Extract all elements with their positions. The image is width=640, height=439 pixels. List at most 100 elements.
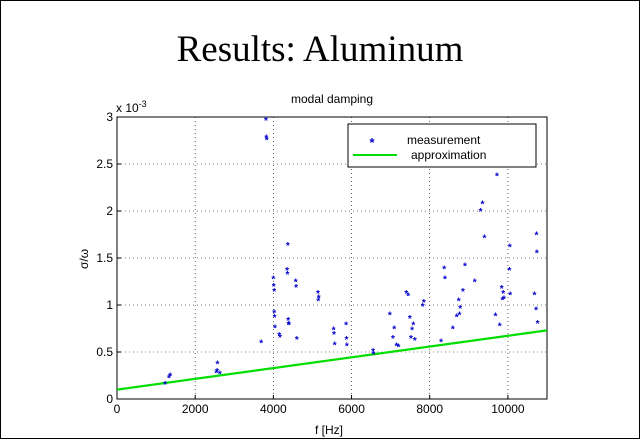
measurement-point: * <box>287 320 291 331</box>
measurement-point: * <box>409 334 413 345</box>
y-axis-label: σ/ω <box>77 249 91 269</box>
y-tick-label: 1.5 <box>96 251 113 265</box>
x-tick-label: 10000 <box>491 402 525 416</box>
measurement-point: * <box>498 322 502 333</box>
measurement-point: * <box>344 321 348 332</box>
measurement-point: * <box>345 341 349 352</box>
measurement-point: * <box>508 291 512 302</box>
measurement-point: * <box>163 380 167 391</box>
measurement-point: * <box>332 325 336 336</box>
measurement-point: * <box>534 231 538 242</box>
measurement-point: * <box>167 373 171 384</box>
measurement-point: * <box>411 321 415 332</box>
measurement-point: * <box>214 369 218 380</box>
x-tick-label: 2000 <box>182 402 209 416</box>
x-tick-label: 6000 <box>338 402 365 416</box>
measurement-point: * <box>272 287 276 298</box>
measurement-point: * <box>508 243 512 254</box>
measurement-point: * <box>533 291 537 302</box>
legend-measurement-marker: * <box>369 135 375 150</box>
measurement-point: * <box>508 266 512 277</box>
grid <box>117 117 547 399</box>
y-tick-label: 0.5 <box>96 345 113 359</box>
measurement-point: * <box>481 199 485 210</box>
measurement-point: * <box>457 310 461 321</box>
measurement-point: * <box>294 278 298 289</box>
measurement-point: * <box>285 266 289 277</box>
measurement-point: * <box>397 342 401 353</box>
measurement-point: * <box>264 116 268 127</box>
approximation-line <box>116 329 548 391</box>
measurement-point: * <box>265 136 269 147</box>
y-tick-label: 0 <box>106 392 113 406</box>
measurement-point: * <box>264 134 268 145</box>
legend-measurement-label: measurement <box>407 133 481 147</box>
measurement-point: * <box>422 298 426 309</box>
slide-title: Results: Aluminum <box>176 29 464 70</box>
measurement-point: * <box>500 295 504 306</box>
x-axis: 0 2000 4000 6000 8000 10000 <box>114 395 525 416</box>
measurement-point: * <box>501 289 505 300</box>
x-axis-label: f [Hz] <box>315 423 343 437</box>
measurement-point: * <box>536 319 540 330</box>
measurement-point: * <box>534 306 538 317</box>
measurement-point: * <box>493 311 497 322</box>
measurement-point: * <box>413 336 417 347</box>
measurement-point: * <box>388 310 392 321</box>
measurement-point: * <box>473 278 477 289</box>
measurement-point: * <box>502 294 506 305</box>
measurement-point: * <box>316 289 320 300</box>
measurement-point: * <box>287 321 291 332</box>
measurement-point: * <box>406 292 410 303</box>
measurement-point: * <box>461 287 465 298</box>
y-exponent-power: -3 <box>139 99 147 109</box>
measurement-point: * <box>392 325 396 336</box>
measurement-point: * <box>500 284 504 295</box>
measurement-point: * <box>295 335 299 346</box>
legend: * measurement approximation <box>347 123 537 168</box>
x-tick-label: 0 <box>114 402 121 416</box>
measurement-point: * <box>457 296 461 307</box>
measurement-point: * <box>294 283 298 294</box>
measurement-point: * <box>483 233 487 244</box>
measurement-point: * <box>479 207 483 218</box>
measurement-point: * <box>395 341 399 352</box>
measurement-point: * <box>391 334 395 345</box>
measurement-point: * <box>535 248 539 259</box>
y-tick-label: 3 <box>106 110 113 124</box>
measurement-point: * <box>421 302 425 313</box>
measurement-point: * <box>451 325 455 336</box>
measurement-point: * <box>458 304 462 315</box>
legend-approximation-label: approximation <box>411 148 486 162</box>
x-tick-label: 4000 <box>260 402 287 416</box>
measurement-series: *** *************************************… <box>163 116 540 391</box>
measurement-point: * <box>259 339 263 350</box>
x-tick-label: 8000 <box>416 402 443 416</box>
measurement-point: * <box>345 335 349 346</box>
chart-title: modal damping <box>291 92 373 106</box>
measurement-point: * <box>277 331 281 342</box>
measurement-point: * <box>439 338 443 349</box>
measurement-point: * <box>371 350 375 361</box>
approximation-series <box>116 329 548 391</box>
measurement-point: * <box>371 347 375 358</box>
measurement-point: * <box>273 313 277 324</box>
measurement-point: * <box>168 372 172 383</box>
measurement-point: * <box>410 325 414 336</box>
measurement-point: * <box>218 370 222 381</box>
measurement-point: * <box>317 293 321 304</box>
measurement-point: * <box>404 289 408 300</box>
measurement-point: * <box>285 270 289 281</box>
measurement-point: * <box>278 333 282 344</box>
measurement-point: * <box>443 275 447 286</box>
measurement-point: * <box>216 359 220 370</box>
y-tick-label: 2 <box>106 204 113 218</box>
measurement-point: * <box>408 314 412 325</box>
y-exponent: x 10-3 <box>116 99 147 115</box>
y-exponent-base: x 10 <box>116 101 139 115</box>
measurement-point: * <box>215 367 219 378</box>
measurement-point: * <box>316 296 320 307</box>
measurement-point: * <box>463 262 467 273</box>
y-axis: 0 0.5 1 1.5 2 2.5 3 <box>96 110 121 406</box>
